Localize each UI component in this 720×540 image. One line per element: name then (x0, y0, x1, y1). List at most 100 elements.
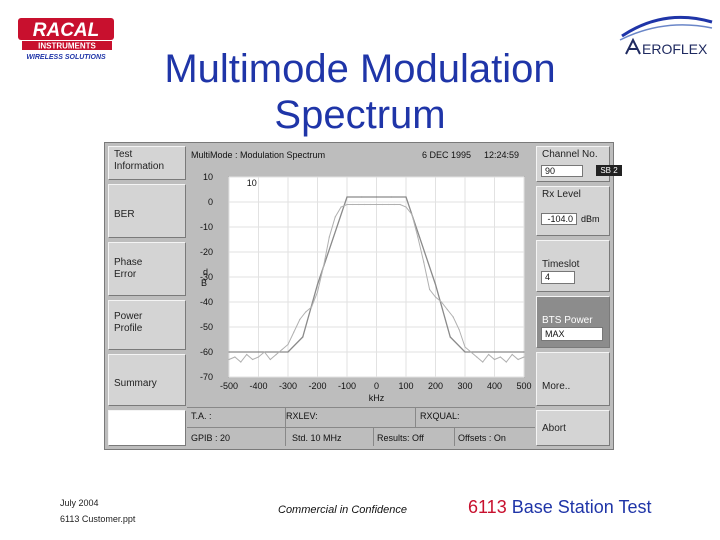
y-tick-label: -30 (200, 272, 213, 282)
trace-point (482, 361, 484, 363)
trace-point (346, 203, 348, 206)
trace-point (446, 308, 448, 311)
status-divider-top (187, 407, 535, 408)
offsets-readout: Offsets : On (458, 433, 506, 443)
trace-point (511, 353, 513, 356)
trace-point (287, 343, 289, 346)
trace-point (434, 296, 437, 298)
softkey-power-profile-label2: Profile (114, 323, 143, 334)
x-tick-label: -100 (338, 381, 356, 391)
softkey-ber-label: BER (114, 209, 135, 220)
status-divider-middle (187, 427, 535, 428)
softkey-phase-error-label1: Phase (114, 257, 143, 268)
y-axis-label-d: d (203, 267, 208, 277)
trace-point (523, 356, 525, 358)
softkey-phase-error-label2: Error (114, 269, 137, 280)
trace-point (269, 358, 271, 361)
std-readout: Std. 10 MHz (292, 433, 342, 443)
softkey-power-profile-label1: Power (114, 311, 143, 322)
instrument-screen: Test Information BER Phase Error Power P… (104, 142, 622, 450)
trace-point (305, 311, 307, 313)
aeroflex-a-icon (625, 37, 641, 55)
mask-point (493, 351, 496, 353)
mask-point (346, 196, 348, 198)
trace-point (364, 203, 366, 206)
x-tick-label: 0 (374, 381, 379, 391)
x-tick-label: -200 (308, 381, 326, 391)
softkey-summary[interactable]: Summary (108, 354, 186, 406)
aeroflex-logo-mark: EROFLEX (619, 15, 713, 57)
bts-power-field[interactable]: MAX (541, 327, 603, 341)
trace-point (322, 266, 324, 268)
slide-title-line1: Multimode Modulation (164, 47, 556, 91)
footer-product: 6113 Base Station Test (468, 497, 651, 518)
mask-point (228, 351, 230, 353)
trace-point (370, 203, 372, 206)
more-button[interactable]: More.. (536, 352, 610, 406)
trace-point (252, 358, 254, 361)
trace-point (505, 361, 507, 363)
sb-badge: SB 2 (596, 165, 622, 176)
x-tick-label: -400 (249, 381, 267, 391)
aeroflex-logo: EROFLEX (614, 14, 714, 62)
rx-level-panel[interactable]: Rx Level (536, 186, 610, 236)
slide-title: Multimode Modulation Spectrum (130, 46, 590, 138)
softkey-test-information-label1: Test (114, 149, 133, 160)
softkey-ber[interactable]: BER (108, 184, 186, 238)
trace-point (417, 236, 419, 238)
slide-title-line2: Spectrum (274, 93, 446, 137)
footer-confidential: Commercial in Confidence (278, 504, 407, 516)
rx-level-unit: dBm (581, 214, 600, 224)
bts-power-label: BTS Power (542, 315, 593, 326)
trace-point (293, 331, 295, 333)
softkey-power-profile[interactable]: Power Profile (108, 300, 186, 350)
rxlev-readout: RXLEV: (286, 411, 318, 421)
trace-point (464, 346, 466, 348)
softkey-phase-error[interactable]: Phase Error (108, 242, 186, 296)
trace-point (240, 361, 242, 363)
trace-point (299, 318, 301, 321)
trace-point (452, 316, 454, 318)
x-tick-label: 300 (457, 381, 472, 391)
abort-button[interactable]: Abort (536, 410, 610, 446)
ta-readout: T.A. : (191, 411, 212, 421)
softkey-test-information[interactable]: Test Information (108, 146, 186, 180)
trace-point (405, 206, 407, 208)
status-divider-v4 (454, 428, 455, 446)
timeslot-panel[interactable]: Timeslot (536, 240, 610, 292)
mask-point (302, 336, 304, 338)
x-tick-label: -500 (220, 381, 238, 391)
trace-point (281, 348, 283, 351)
trace-point (499, 356, 501, 358)
mask-point (523, 351, 525, 353)
y-tick-label: -20 (200, 247, 213, 257)
footer-product-number: 6113 (468, 497, 507, 517)
timeslot-field[interactable]: 4 (541, 271, 575, 284)
mask-point (287, 351, 289, 353)
gpib-readout: GPIB : 20 (191, 433, 231, 443)
x-tick-label: 400 (487, 381, 502, 391)
trace-point (234, 356, 236, 358)
mask-point (361, 196, 363, 198)
footer-date: July 2004 (60, 498, 99, 508)
softkey-blank[interactable] (108, 410, 186, 446)
mask-point (375, 196, 378, 198)
racal-instruments-text: INSTRUMENTS (38, 42, 96, 51)
trace-point (316, 291, 319, 293)
chart-annotation: 10 (247, 178, 257, 188)
x-tick-label: 500 (516, 381, 531, 391)
mask-point (464, 351, 466, 353)
trace-point (488, 353, 490, 356)
trace-point (275, 353, 277, 356)
channel-number-field[interactable]: 90 (541, 165, 583, 177)
abort-button-label: Abort (542, 423, 566, 434)
rx-level-field[interactable]: -104.0 (541, 213, 577, 225)
x-axis-label: kHz (369, 393, 385, 403)
y-tick-label: -50 (200, 322, 213, 332)
y-axis-label-b: B (201, 278, 207, 288)
mask-point (405, 196, 407, 198)
trace-point (334, 216, 336, 218)
trace-point (228, 358, 230, 361)
status-divider-v1 (285, 408, 286, 446)
trace-point (399, 203, 401, 206)
